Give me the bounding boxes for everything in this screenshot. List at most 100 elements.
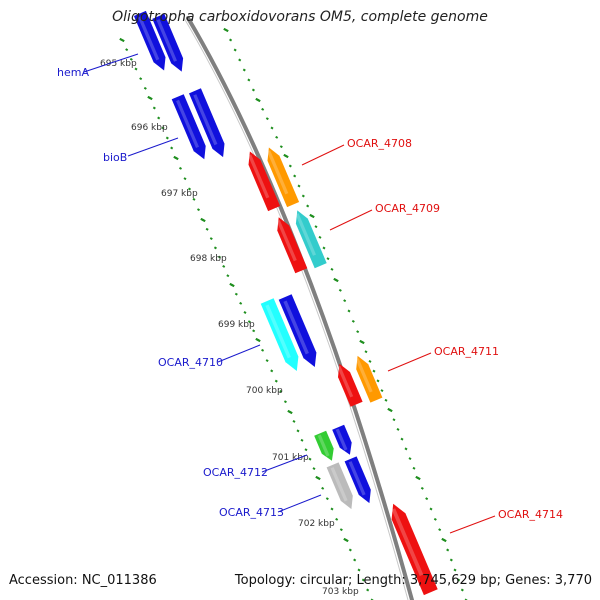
minor-tick-dot [321, 486, 325, 490]
minor-tick-dot [366, 588, 370, 592]
minor-tick-dot [306, 204, 310, 208]
gene-label: OCAR_4710 [158, 356, 223, 369]
minor-tick-dot [196, 208, 201, 212]
major-tick-mark [200, 217, 206, 223]
minor-tick-dot [134, 67, 138, 71]
gene-label: bioB [103, 151, 127, 164]
gene-arrow-f4712a [314, 430, 334, 461]
minor-tick-dot [338, 288, 342, 292]
major-tick-mark [333, 277, 339, 283]
gene-arrow-r4709a [276, 217, 308, 274]
minor-tick-dot [234, 292, 238, 296]
gene-label: OCAR_4708 [347, 137, 412, 150]
minor-tick-dot [400, 437, 404, 441]
major-tick-mark [343, 537, 349, 543]
gene-arrow-r4711b [355, 355, 383, 403]
minor-tick-dot [161, 126, 165, 130]
minor-tick-dot [326, 257, 330, 261]
minor-tick-dot [312, 467, 316, 471]
minor-tick-dot [238, 58, 242, 62]
map-title: Oligotropha carboxidovorans OM5, complet… [112, 9, 488, 25]
major-tick-mark [173, 155, 179, 161]
label-leader-line [261, 454, 308, 473]
major-tick-mark [229, 282, 235, 288]
minor-tick-dot [449, 558, 453, 562]
minor-tick-dot [429, 507, 433, 511]
gene-label: OCAR_4712 [203, 466, 268, 479]
minor-tick-dot [318, 235, 322, 239]
tick-label: 697 kbp [161, 189, 198, 199]
minor-tick-dot [265, 117, 269, 121]
label-leader-line [83, 53, 139, 73]
label-leader-line [387, 352, 432, 372]
minor-tick-dot [404, 447, 408, 451]
minor-tick-dot [460, 588, 464, 592]
gene-arrow-f4710b [278, 294, 317, 367]
gene-arrow-f4713b [344, 456, 371, 504]
minor-tick-dot [283, 400, 287, 404]
minor-tick-dot [213, 246, 217, 250]
tick-label: 702 kbp [298, 519, 335, 529]
minor-tick-dot [396, 427, 400, 431]
minor-tick-dot [347, 309, 351, 313]
label-leader-line [329, 209, 373, 231]
minor-tick-dot [275, 135, 279, 139]
label-leader-line [301, 144, 345, 166]
minor-tick-dot [261, 348, 265, 352]
tick-dot-tracks [119, 27, 468, 600]
minor-tick-dot [270, 126, 274, 130]
minor-tick-dot [296, 429, 300, 433]
major-tick-mark [359, 339, 365, 345]
minor-tick-dot [239, 301, 243, 305]
minor-tick-dot [325, 497, 329, 501]
gene-label: OCAR_4709 [375, 202, 440, 215]
gene-arrow-r4711a [337, 363, 363, 407]
minor-tick-dot [297, 184, 301, 188]
minor-tick-dot [433, 517, 437, 521]
minor-tick-dot [351, 319, 355, 323]
minor-tick-dot [243, 311, 247, 314]
major-tick-mark [287, 409, 293, 415]
gene-arrow-top1 [133, 10, 166, 71]
minor-tick-dot [247, 320, 251, 324]
minor-tick-dot [453, 568, 457, 572]
major-tick-mark [223, 27, 229, 33]
gene-arrow-f4712b [332, 424, 352, 455]
minor-tick-dot [343, 299, 347, 303]
gene-arrow-bioB2 [189, 88, 225, 158]
minor-tick-dot [335, 517, 339, 521]
minor-tick-dot [330, 507, 334, 511]
major-tick-mark [309, 213, 315, 219]
minor-tick-dot [152, 106, 156, 110]
accession-text: Accession: NC_011386 [9, 573, 157, 588]
gene-arrow-f4710a [260, 298, 299, 371]
gene-label: hemA [57, 66, 89, 79]
minor-tick-dot [330, 267, 334, 271]
minor-tick-dot [408, 457, 412, 461]
minor-tick-dot [322, 246, 326, 250]
minor-tick-dot [339, 528, 343, 532]
minor-tick-dot [376, 379, 380, 383]
minor-tick-dot [392, 418, 396, 422]
gene-arrow-r4708a [248, 151, 281, 212]
minor-tick-dot [192, 197, 196, 201]
minor-tick-dot [364, 350, 368, 354]
minor-tick-dot [261, 107, 265, 111]
minor-tick-dot [356, 330, 360, 334]
minor-tick-dot [279, 389, 283, 393]
minor-tick-dot [384, 398, 388, 402]
minor-tick-dot [170, 146, 174, 150]
major-tick-mark [255, 97, 261, 103]
minor-tick-dot [300, 438, 304, 442]
minor-tick-dot [308, 457, 312, 461]
major-tick-mark [315, 475, 321, 481]
minor-tick-dot [270, 369, 274, 373]
minor-tick-dot [178, 166, 183, 170]
minor-tick-dot [125, 48, 129, 52]
minor-tick-dot [293, 174, 297, 178]
minor-tick-dot [157, 116, 161, 120]
major-tick-mark [119, 37, 125, 43]
major-tick-mark [255, 337, 261, 343]
